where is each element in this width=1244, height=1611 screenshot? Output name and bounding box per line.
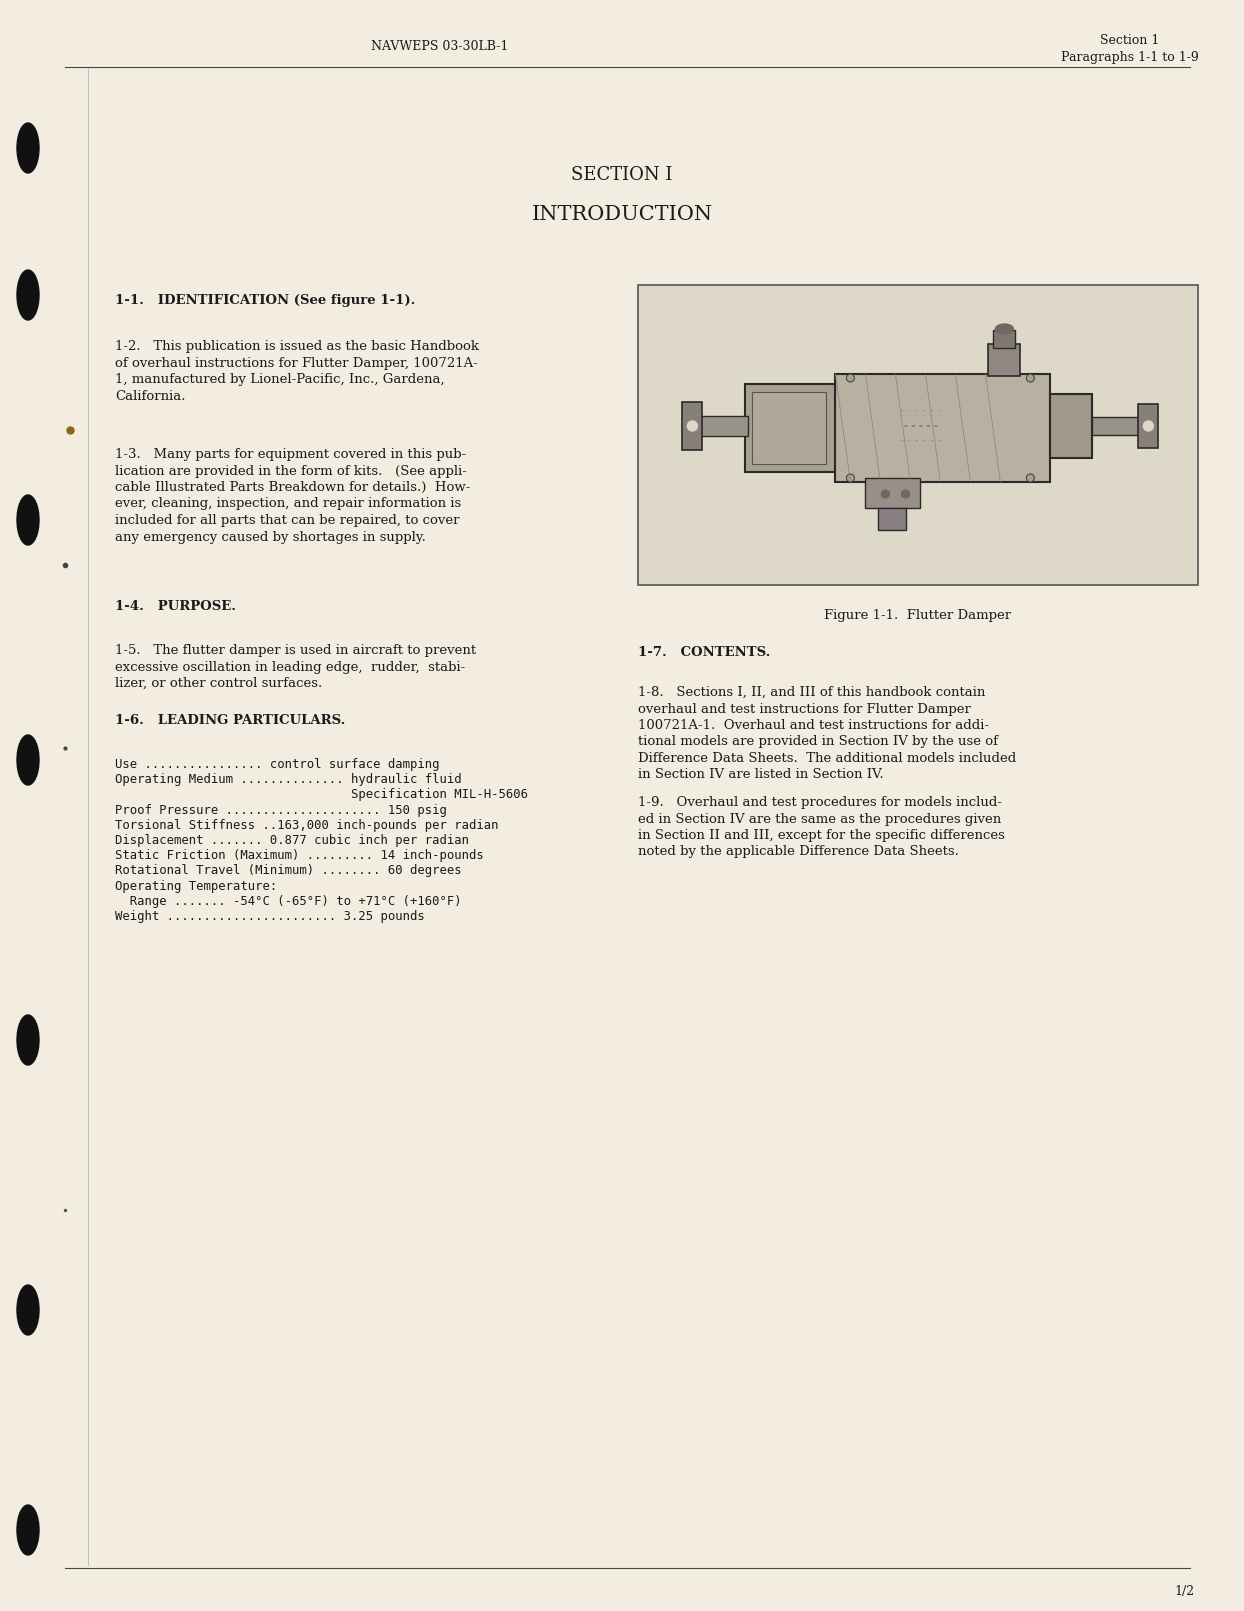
Text: Section 1: Section 1 [1100, 34, 1159, 47]
Text: cable Illustrated Parts Breakdown for details.)  How-: cable Illustrated Parts Breakdown for de… [114, 482, 470, 495]
Text: Difference Data Sheets.  The additional models included: Difference Data Sheets. The additional m… [638, 752, 1016, 765]
Text: Figure 1-1.  Flutter Damper: Figure 1-1. Flutter Damper [825, 609, 1011, 622]
Bar [638, 285, 1198, 585]
Text: 1-9.   Overhaul and test procedures for models includ-: 1-9. Overhaul and test procedures for mo… [638, 796, 1001, 809]
Text: Torsional Stiffness ..163,000 inch-pounds per radian: Torsional Stiffness ..163,000 inch-pound… [114, 818, 499, 831]
Ellipse shape [17, 1505, 39, 1555]
Ellipse shape [17, 1015, 39, 1065]
Text: in Section IV are listed in Section IV.: in Section IV are listed in Section IV. [638, 768, 883, 781]
Ellipse shape [1026, 474, 1035, 482]
Text: overhaul and test instructions for Flutter Damper: overhaul and test instructions for Flutt… [638, 702, 970, 715]
Bar [1050, 395, 1092, 458]
Text: 1-7.   CONTENTS.: 1-7. CONTENTS. [638, 646, 770, 659]
Text: Range ....... -54°C (-65°F) to +71°C (+160°F): Range ....... -54°C (-65°F) to +71°C (+1… [114, 894, 462, 909]
Bar [878, 507, 907, 530]
Ellipse shape [17, 495, 39, 545]
Bar [866, 478, 921, 507]
Text: 1-2.   This publication is issued as the basic Handbook: 1-2. This publication is issued as the b… [114, 340, 479, 353]
Bar [994, 330, 1015, 348]
Text: Displacement ....... 0.877 cubic inch per radian: Displacement ....... 0.877 cubic inch pe… [114, 834, 469, 847]
Text: of overhaul instructions for Flutter Damper, 100721A-: of overhaul instructions for Flutter Dam… [114, 356, 478, 369]
Text: Rotational Travel (Minimum) ........ 60 degrees: Rotational Travel (Minimum) ........ 60 … [114, 865, 462, 878]
Text: Proof Pressure ..................... 150 psig: Proof Pressure ..................... 150… [114, 804, 447, 817]
Text: tional models are provided in Section IV by the use of: tional models are provided in Section IV… [638, 736, 998, 749]
Bar [989, 345, 1020, 375]
Text: 1-6.   LEADING PARTICULARS.: 1-6. LEADING PARTICULARS. [114, 714, 346, 727]
Text: noted by the applicable Difference Data Sheets.: noted by the applicable Difference Data … [638, 846, 959, 859]
Text: 1, manufactured by Lionel-Pacific, Inc., Gardena,: 1, manufactured by Lionel-Pacific, Inc.,… [114, 374, 444, 387]
Text: included for all parts that can be repaired, to cover: included for all parts that can be repai… [114, 514, 459, 527]
Text: 100721A-1.  Overhaul and test instructions for addi-: 100721A-1. Overhaul and test instruction… [638, 719, 989, 731]
Ellipse shape [1026, 374, 1035, 382]
Text: 1-5.   The flutter damper is used in aircraft to prevent: 1-5. The flutter damper is used in aircr… [114, 644, 476, 657]
Text: 1-8.   Sections I, II, and III of this handbook contain: 1-8. Sections I, II, and III of this han… [638, 686, 985, 699]
Ellipse shape [882, 490, 889, 498]
Bar [753, 391, 826, 464]
Text: any emergency caused by shortages in supply.: any emergency caused by shortages in sup… [114, 530, 425, 543]
Text: = = = = =: = = = = = [903, 424, 937, 429]
Bar [683, 403, 703, 449]
Ellipse shape [17, 122, 39, 172]
Text: 1/2: 1/2 [1174, 1585, 1195, 1598]
Ellipse shape [17, 735, 39, 785]
Text: Specification MIL-H-5606: Specification MIL-H-5606 [114, 788, 527, 801]
Bar [700, 416, 749, 437]
Text: Weight ....................... 3.25 pounds: Weight ....................... 3.25 poun… [114, 910, 424, 923]
Ellipse shape [1143, 420, 1153, 432]
Bar [1092, 417, 1142, 435]
Text: INTRODUCTION: INTRODUCTION [531, 206, 713, 224]
Text: excessive oscillation in leading edge,  rudder,  stabi-: excessive oscillation in leading edge, r… [114, 661, 465, 673]
Text: 1-1.   IDENTIFICATION (See figure 1-1).: 1-1. IDENTIFICATION (See figure 1-1). [114, 293, 415, 308]
Text: NAVWEPS 03-30LB-1: NAVWEPS 03-30LB-1 [371, 40, 509, 53]
Text: ever, cleaning, inspection, and repair information is: ever, cleaning, inspection, and repair i… [114, 498, 462, 511]
Bar [1138, 404, 1158, 448]
Bar [836, 374, 1050, 482]
Text: Paragraphs 1-1 to 1-9: Paragraphs 1-1 to 1-9 [1061, 50, 1199, 63]
Text: Static Friction (Maximum) ......... 14 inch-pounds: Static Friction (Maximum) ......... 14 i… [114, 849, 484, 862]
Text: lication are provided in the form of kits.   (See appli-: lication are provided in the form of kit… [114, 464, 466, 477]
Ellipse shape [846, 374, 855, 382]
Ellipse shape [846, 474, 855, 482]
Text: SECTION I: SECTION I [571, 166, 673, 184]
Ellipse shape [902, 490, 909, 498]
Bar [745, 383, 836, 472]
Ellipse shape [17, 1286, 39, 1336]
Text: Operating Temperature:: Operating Temperature: [114, 880, 277, 892]
Ellipse shape [17, 271, 39, 321]
Text: lizer, or other control surfaces.: lizer, or other control surfaces. [114, 677, 322, 690]
Text: Operating Medium .............. hydraulic fluid: Operating Medium .............. hydrauli… [114, 773, 462, 786]
Text: ed in Section IV are the same as the procedures given: ed in Section IV are the same as the pro… [638, 812, 1001, 825]
Text: California.: California. [114, 390, 185, 403]
Text: Use ................ control surface damping: Use ................ control surface dam… [114, 759, 439, 772]
Text: 1-3.   Many parts for equipment covered in this pub-: 1-3. Many parts for equipment covered in… [114, 448, 466, 461]
Ellipse shape [995, 324, 1014, 333]
Text: 1-4.   PURPOSE.: 1-4. PURPOSE. [114, 599, 236, 614]
Text: - - - - - -: - - - - - - [899, 438, 940, 443]
Ellipse shape [688, 420, 698, 432]
Text: in Section II and III, except for the specific differences: in Section II and III, except for the sp… [638, 830, 1005, 843]
Text: - - - - - -: - - - - - - [899, 409, 940, 414]
